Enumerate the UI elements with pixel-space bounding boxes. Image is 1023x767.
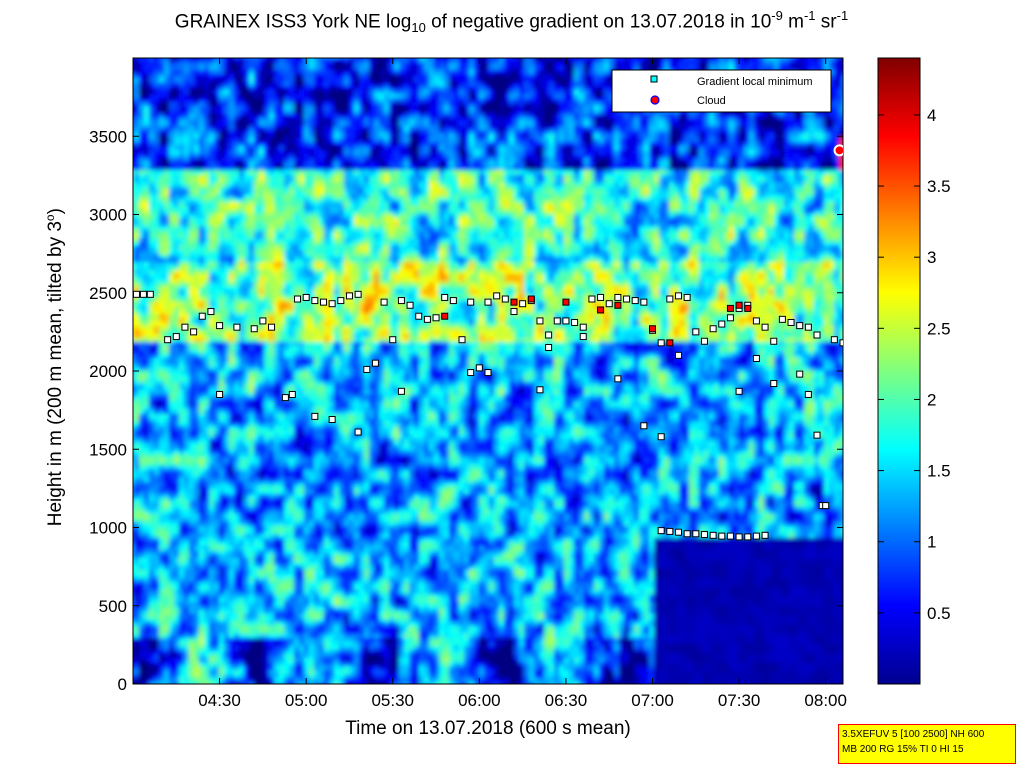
heatmap-cell: [844, 154, 850, 159]
heatmap-cell: [844, 94, 850, 99]
heatmap-cell: [844, 134, 850, 139]
heatmap-cell: [844, 178, 850, 183]
heatmap-cell: [844, 166, 850, 171]
heatmap-cell: [844, 58, 850, 63]
heatmap-cell: [844, 62, 850, 67]
heatmap-cell: [844, 118, 850, 123]
heatmap-cell: [844, 174, 850, 179]
heatmap-cell: [844, 138, 850, 143]
heatmap-cell: [844, 86, 850, 91]
heatmap-cell: [844, 82, 850, 87]
heatmap-cell: [844, 70, 850, 75]
heatmap-cell: [844, 102, 850, 107]
heatmap-cell: [844, 54, 850, 59]
heatmap-cell: [844, 126, 850, 131]
heatmap-cell: [844, 182, 850, 187]
heatmap-cell: [844, 90, 850, 95]
heatmap-cell: [844, 130, 850, 135]
heatmap-cell: [844, 142, 850, 147]
heatmap-cell: [844, 162, 850, 167]
heatmap-cell: [844, 150, 850, 155]
heatmap-cell: [844, 66, 850, 71]
heatmap-cell: [844, 114, 850, 119]
heatmap-cell: [844, 74, 850, 79]
heatmap-cell: [844, 146, 850, 151]
heatmap-cell: [844, 106, 850, 111]
heatmap-cell: [844, 158, 850, 163]
heatmap-cell: [844, 186, 850, 191]
heatmap-cell: [844, 170, 850, 175]
heatmap-cell: [844, 98, 850, 103]
heatmap-cell: [844, 122, 850, 127]
heatmap-cell: [844, 78, 850, 83]
heatmap-cell: [844, 110, 850, 115]
